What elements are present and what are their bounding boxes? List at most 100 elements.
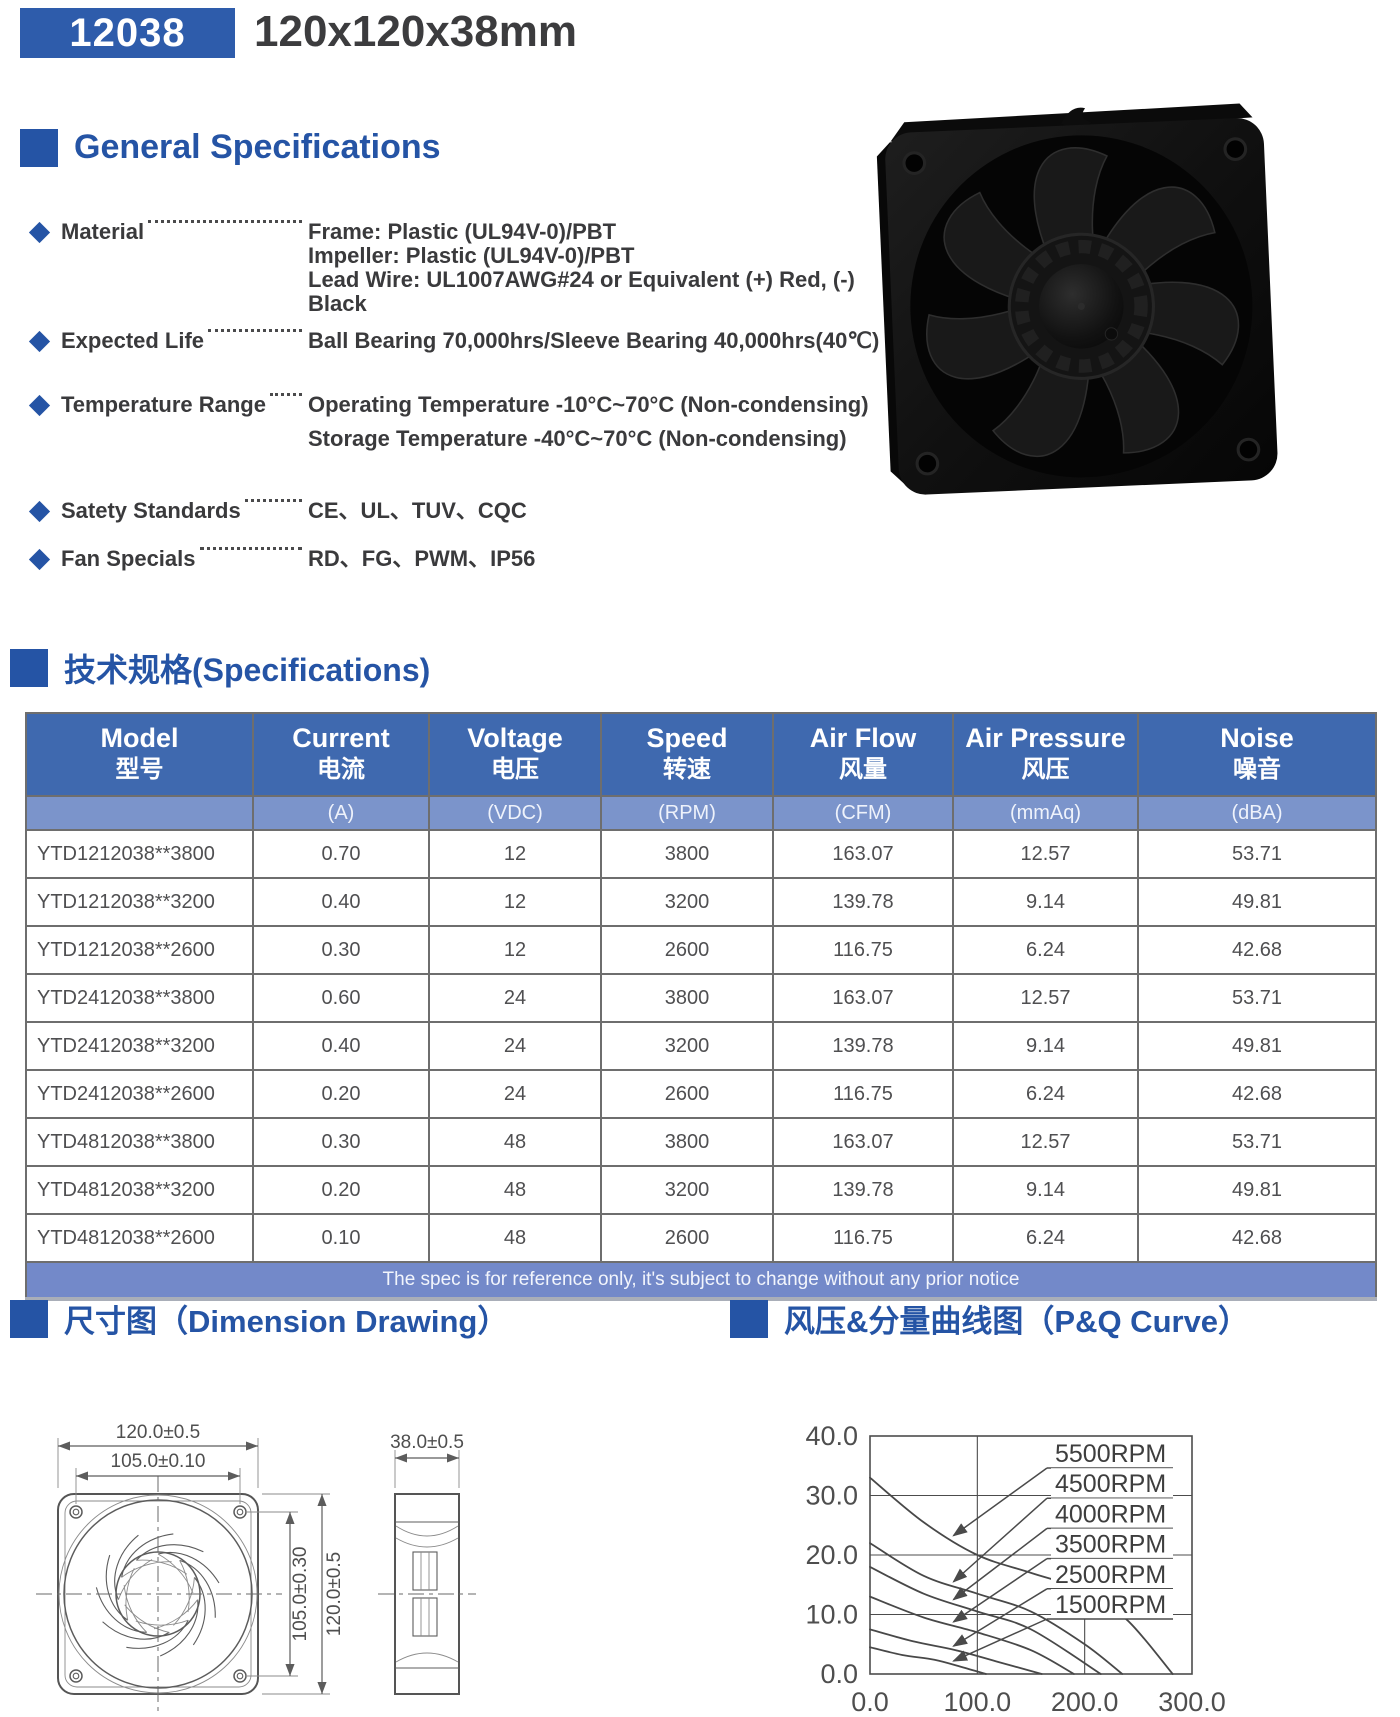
spec-value: Storage Temperature -40°C~70°C (Non-cond… xyxy=(308,426,847,451)
unit-cell: (mmAq) xyxy=(952,795,1139,831)
spec-table: Model 型号 Current 电流 Voltage 电压 Speed 转速 Air … xyxy=(25,712,1377,1301)
pq-x-tick: 100.0 xyxy=(944,1687,1012,1717)
col-airpressure: Air Pressure 风压 xyxy=(952,712,1139,797)
title-square-icon xyxy=(20,128,58,167)
table-row: YTD4812038**3200 0.20 48 3200 139.78 9.14 49.8… xyxy=(25,1165,1377,1215)
pq-x-tick: 300.0 xyxy=(1158,1687,1226,1717)
dotted-leader xyxy=(148,220,302,223)
dotted-leader xyxy=(208,329,302,332)
pq-curve-5500RPM xyxy=(869,1476,1174,1675)
spec-value: Frame: Plastic (UL94V-0)/PBT xyxy=(308,219,617,244)
unit-cell: (A) xyxy=(252,795,430,831)
pq-series-label: 5500RPM xyxy=(1055,1440,1166,1468)
pq-title: 风压&分量曲线图（P&Q Curve） xyxy=(730,1296,1249,1341)
dim-hole-pitch-v: 105.0±0.30 xyxy=(290,1547,311,1642)
unit-cell: (VDC) xyxy=(428,795,602,831)
spec-label: Satety Standards xyxy=(61,498,241,523)
col-voltage: Voltage 电压 xyxy=(428,712,602,797)
fan-wire xyxy=(1061,107,1092,128)
dim-hole-pitch-h: 105.0±0.10 xyxy=(111,1451,206,1472)
dotted-leader xyxy=(269,393,302,396)
pq-curve-4500RPM xyxy=(869,1542,1124,1675)
spec-value: Lead Wire: UL1007AWG#24 or Equivalent (+… xyxy=(308,267,855,316)
pq-series-label: 4500RPM xyxy=(1055,1470,1166,1498)
fan-hub-ribs xyxy=(1014,239,1148,373)
pq-x-tick: 0.0 xyxy=(851,1687,889,1717)
spec-value: RD、FG、PWM、IP56 xyxy=(308,546,536,571)
table-row: YTD4812038**2600 0.10 48 2600 116.75 6.24 42.6… xyxy=(25,1213,1377,1263)
table-row: YTD1212038**3800 0.70 12 3800 163.07 12.57 53.… xyxy=(25,829,1377,879)
unit-cell: (dBA) xyxy=(1137,795,1377,831)
pq-curve-1500RPM xyxy=(869,1646,987,1675)
unit-cell: (RPM) xyxy=(600,795,774,831)
dim-outer-height: 120.0±0.5 xyxy=(324,1552,345,1636)
table-row: YTD2412038**3200 0.40 24 3200 139.78 9.14 49.8… xyxy=(25,1021,1377,1071)
diamond-bullet-icon xyxy=(28,394,51,417)
title-square-icon xyxy=(730,1299,768,1338)
dotted-leader xyxy=(199,547,302,550)
pq-series-label: 4000RPM xyxy=(1055,1500,1166,1528)
table-footnote: The spec is for reference only, it's sub… xyxy=(25,1261,1377,1301)
col-model: Model 型号 xyxy=(25,712,254,797)
table-row: YTD1212038**2600 0.30 12 2600 116.75 6.24 42.6… xyxy=(25,925,1377,975)
table-row: YTD1212038**3200 0.40 12 3200 139.78 9.14 49.8… xyxy=(25,877,1377,927)
fan-hub-center xyxy=(1077,302,1085,310)
col-noise: Noise 噪音 xyxy=(1137,712,1377,797)
title-square-icon xyxy=(10,1299,48,1338)
diamond-bullet-icon xyxy=(28,548,51,571)
table-header-row: Model 型号 Current 电流 Voltage 电压 Speed 转速 Air … xyxy=(25,712,1377,797)
spec-value: Ball Bearing 70,000hrs/Sleeve Bearing 40… xyxy=(308,328,880,353)
diamond-bullet-icon xyxy=(28,221,51,244)
pq-curve-2500RPM xyxy=(869,1628,1043,1675)
table-row: YTD4812038**3800 0.30 48 3800 163.07 12.57 53.… xyxy=(25,1117,1377,1167)
table-row: YTD2412038**3800 0.60 24 3800 163.07 12.57 53.… xyxy=(25,973,1377,1023)
fan-product-photo xyxy=(876,103,1278,495)
fan-mount-hole xyxy=(902,151,927,175)
pq-x-tick: 200.0 xyxy=(1051,1687,1119,1717)
table-row: YTD2412038**2600 0.20 24 2600 116.75 6.24 42.6… xyxy=(25,1069,1377,1119)
spec-value: CE、UL、TUV、CQC xyxy=(308,498,527,523)
spec-label: Temperature Range xyxy=(61,392,266,417)
pq-y-tick: 40.0 xyxy=(805,1421,858,1451)
spec-row-safety: Satety Standards CE、UL、TUV、CQC xyxy=(28,498,890,523)
table-footnote-row: The spec is for reference only, it's sub… xyxy=(25,1261,1377,1301)
pq-curve-4000RPM xyxy=(869,1566,1102,1675)
spec-row-expected-life: Expected Life Ball Bearing 70,000hrs/Sle… xyxy=(28,328,890,353)
pq-y-tick: 20.0 xyxy=(805,1540,858,1570)
fan-mount-hole xyxy=(915,451,940,476)
pq-y-tick: 30.0 xyxy=(805,1481,858,1511)
spec-table-title: 技术规格(Specifications) xyxy=(10,645,430,691)
spec-value: Impeller: Plastic (UL94V-0)/PBT xyxy=(308,243,635,268)
pq-series-label: 1500RPM xyxy=(1055,1591,1166,1619)
dimension-drawing: 120.0±0.5 105.0±0.10 105.0±0.30 120.0±0.… xyxy=(36,1422,476,1712)
dotted-leader xyxy=(244,499,302,502)
spec-label: Fan Specials xyxy=(61,546,196,571)
spec-table-title-text: 技术规格(Specifications) xyxy=(64,652,431,688)
unit-cell xyxy=(25,795,254,831)
table-units-row: (A) (VDC) (RPM) (CFM) (mmAq) (dBA) xyxy=(25,795,1377,831)
dim-outer-width: 120.0±0.5 xyxy=(116,1422,200,1443)
dimension-title: 尺寸图（Dimension Drawing） xyxy=(10,1296,508,1341)
general-specs-title-text: General Specifications xyxy=(74,128,441,166)
general-specs-title: General Specifications xyxy=(20,128,441,167)
pq-y-tick: 0.0 xyxy=(820,1659,858,1689)
dimension-title-text: 尺寸图（Dimension Drawing） xyxy=(64,1304,509,1339)
pq-y-tick: 10.0 xyxy=(805,1600,858,1630)
diamond-bullet-icon xyxy=(28,330,51,353)
pq-series-label: 3500RPM xyxy=(1055,1531,1166,1559)
title-square-icon xyxy=(10,649,48,687)
col-speed: Speed 转速 xyxy=(600,712,774,797)
col-current: Current 电流 xyxy=(252,712,430,797)
spec-label: Material xyxy=(61,219,145,244)
general-specs-list: Material Frame: Plastic (UL94V-0)/PBT Im… xyxy=(28,219,890,571)
fan-hub-screw xyxy=(1104,327,1119,341)
size-label: 120x120x38mm xyxy=(254,7,577,56)
pq-series-label: 2500RPM xyxy=(1055,1561,1166,1589)
spec-label: Expected Life xyxy=(61,328,205,353)
spec-row-temperature: Temperature Range Operating Temperature … xyxy=(28,392,890,451)
spec-value: Operating Temperature -10°C~70°C (Non-co… xyxy=(308,392,869,417)
pq-title-text: 风压&分量曲线图（P&Q Curve） xyxy=(784,1304,1250,1339)
unit-cell: (CFM) xyxy=(772,795,954,831)
